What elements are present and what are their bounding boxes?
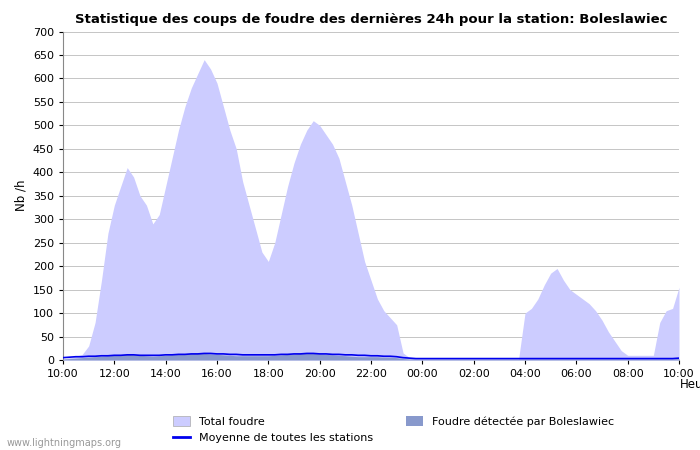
Title: Statistique des coups de foudre des dernières 24h pour la station: Boleslawiec: Statistique des coups de foudre des dern… [75, 13, 667, 26]
X-axis label: Heure: Heure [680, 378, 700, 391]
Legend: Total foudre, Moyenne de toutes les stations, Foudre détectée par Boleslawiec: Total foudre, Moyenne de toutes les stat… [174, 416, 614, 443]
Y-axis label: Nb /h: Nb /h [14, 180, 27, 211]
Text: www.lightningmaps.org: www.lightningmaps.org [7, 438, 122, 448]
